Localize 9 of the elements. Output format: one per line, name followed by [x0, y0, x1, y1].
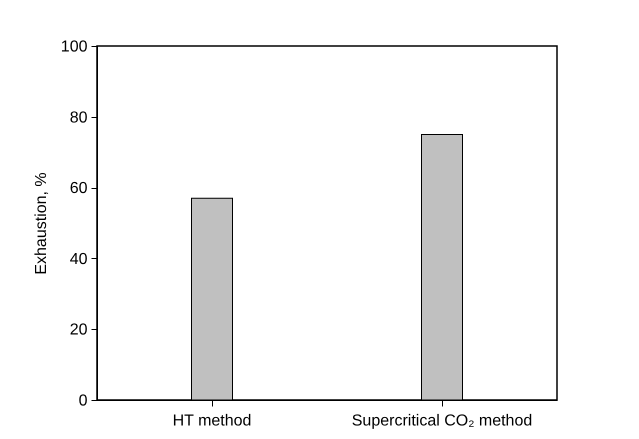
y-tick-label: 60 — [70, 180, 88, 198]
y-tick-label: 0 — [78, 392, 88, 410]
y-tick-label: 100 — [60, 38, 88, 56]
y-tick-label: 80 — [70, 109, 88, 126]
x-tick-label: HT method — [172, 412, 252, 430]
y-axis-title: Exhaustion, % — [32, 172, 50, 275]
y-tick-label: 20 — [70, 322, 88, 339]
x-tick-label: Supercritical CO₂ method — [352, 412, 532, 430]
y-tick-label: 40 — [70, 250, 88, 268]
